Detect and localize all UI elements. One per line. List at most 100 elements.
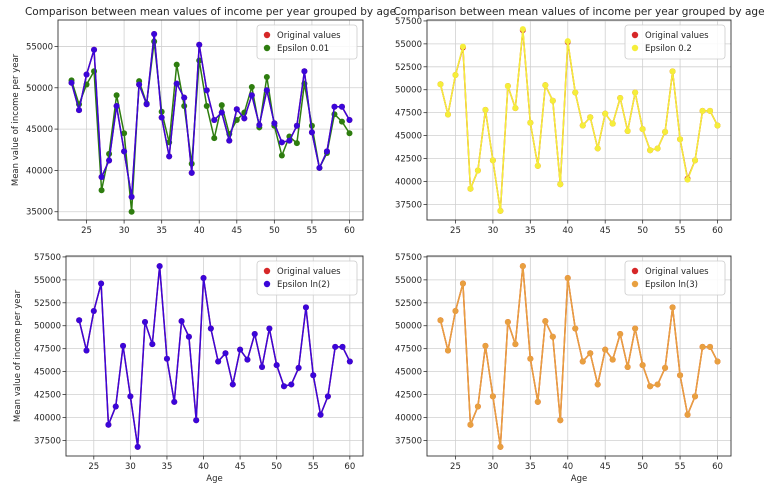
- data-point: [323, 148, 330, 155]
- data-point: [542, 318, 549, 325]
- data-point: [707, 107, 714, 114]
- data-point: [181, 94, 188, 101]
- data-point: [692, 393, 699, 400]
- data-point: [295, 364, 302, 371]
- data-point: [482, 342, 489, 349]
- data-point: [324, 393, 331, 400]
- x-tick-label: 55: [307, 226, 318, 236]
- data-point: [226, 137, 233, 144]
- data-point: [557, 181, 564, 188]
- data-point: [143, 101, 150, 108]
- legend-marker: [631, 44, 639, 52]
- data-point: [193, 417, 200, 424]
- y-tick-label: 40000: [26, 166, 53, 176]
- x-tick-label: 55: [675, 462, 686, 472]
- data-point: [594, 145, 601, 152]
- data-point: [437, 317, 444, 324]
- data-point: [149, 341, 156, 348]
- data-point: [263, 87, 270, 94]
- x-tick-label: 35: [525, 226, 536, 236]
- data-point: [68, 79, 75, 86]
- legend-label: Epsilon 0.2: [645, 44, 692, 54]
- chart-panel-bottom-right: 25 30 35 40 45 50 55 60 37500 40000 42500 45000 4750…: [395, 253, 732, 484]
- x-tick-label: 35: [156, 226, 167, 236]
- x-tick-label: 45: [231, 226, 242, 236]
- data-point: [647, 147, 654, 154]
- data-point: [662, 364, 669, 371]
- data-point: [308, 129, 315, 136]
- chart-panel-top-left: 25 30 35 40 45 50 55 60 35000 40000 45000 50000 5500…: [11, 6, 396, 236]
- legend-marker: [263, 267, 271, 275]
- x-tick-label: 60: [712, 462, 723, 472]
- y-tick-label: 37500: [34, 436, 61, 446]
- data-point: [173, 80, 180, 87]
- data-point: [158, 114, 165, 121]
- y-tick-label: 42500: [395, 391, 422, 401]
- x-tick-label: 60: [712, 226, 723, 236]
- data-point: [594, 381, 601, 388]
- data-point: [233, 106, 240, 113]
- y-tick-label: 45000: [395, 132, 422, 142]
- legend-marker: [631, 31, 639, 39]
- x-tick-label: 25: [81, 226, 92, 236]
- x-tick-label: 25: [450, 226, 461, 236]
- legend: Original values Epsilon 0.2: [624, 24, 726, 60]
- data-point: [237, 346, 244, 353]
- legend-marker: [631, 267, 639, 275]
- data-point: [542, 82, 549, 89]
- x-tick-label: 25: [450, 462, 461, 472]
- x-tick-label: 50: [637, 226, 648, 236]
- data-point: [142, 319, 149, 326]
- data-point: [222, 350, 229, 357]
- data-point: [218, 109, 225, 116]
- data-point: [280, 383, 287, 390]
- data-point: [692, 157, 699, 164]
- series-epsilon-top-left: [68, 38, 353, 215]
- legend-label: Original values: [277, 267, 341, 277]
- data-point: [632, 89, 639, 96]
- chart-panel-top-right: 25 30 35 40 45 50 55 60 37500 40000 42500 45000 4750…: [393, 6, 764, 236]
- x-tick-label: 40: [194, 226, 205, 236]
- x-tick-label: 50: [637, 462, 648, 472]
- x-axis-label: Age: [206, 474, 222, 484]
- y-tick-label: 37500: [395, 436, 422, 446]
- data-point: [251, 330, 258, 337]
- data-point: [639, 362, 646, 369]
- data-point: [127, 393, 134, 400]
- y-tick-label: 50000: [395, 322, 422, 332]
- plot-frame: [65, 255, 364, 457]
- data-point: [474, 403, 481, 410]
- data-point: [91, 46, 98, 53]
- data-point: [98, 174, 105, 181]
- data-point: [196, 41, 203, 48]
- data-point: [707, 343, 714, 350]
- data-point: [609, 356, 616, 363]
- series-line: [439, 265, 719, 448]
- series-line: [70, 33, 351, 198]
- data-point: [527, 119, 534, 126]
- legend: Original values Epsilon ln(2): [256, 260, 358, 296]
- data-point: [504, 319, 511, 326]
- data-point: [632, 325, 639, 332]
- legend-marker: [263, 280, 271, 288]
- data-point: [241, 115, 248, 122]
- data-point: [128, 208, 135, 215]
- legend: Original values Epsilon 0.01: [256, 24, 358, 60]
- data-point: [288, 381, 295, 388]
- data-point: [121, 148, 128, 155]
- legend-box: [256, 260, 358, 296]
- data-point: [564, 275, 571, 282]
- y-tick-label: 42500: [34, 391, 61, 401]
- data-point: [677, 136, 684, 143]
- data-point: [714, 122, 721, 129]
- data-point: [278, 139, 285, 146]
- chart-title: Comparison between mean values of income…: [25, 6, 396, 18]
- data-point: [444, 347, 451, 354]
- series-line: [439, 28, 719, 212]
- legend-box: [256, 24, 358, 60]
- y-tick-label: 50000: [34, 322, 61, 332]
- x-tick-label: 30: [487, 226, 498, 236]
- data-point: [714, 358, 721, 365]
- data-point: [113, 102, 120, 109]
